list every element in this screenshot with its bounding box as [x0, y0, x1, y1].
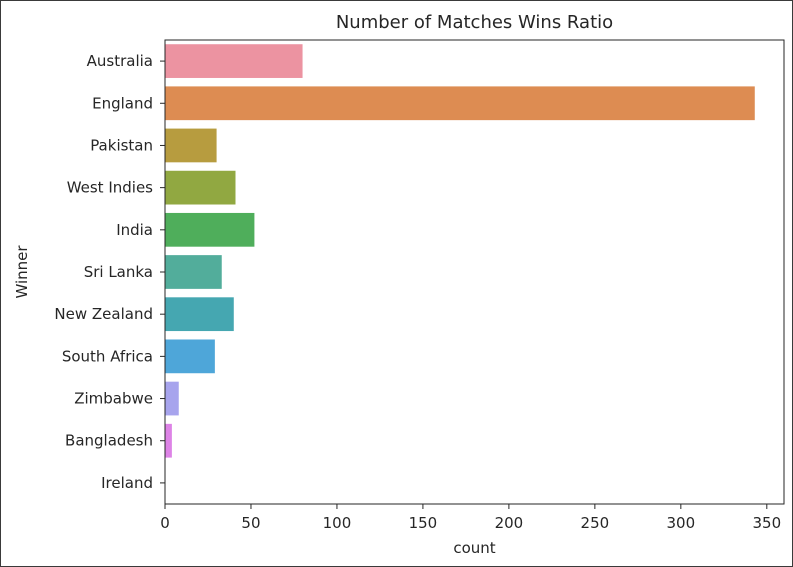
y-tick-label: Pakistan: [90, 136, 153, 154]
y-tick-label: Zimbabwe: [74, 390, 153, 408]
bar-india: [165, 212, 255, 247]
x-tick-label: 350: [752, 514, 781, 532]
bar-england: [165, 86, 755, 121]
y-tick-label: Sri Lanka: [84, 263, 153, 281]
y-axis-label: Winner: [13, 245, 31, 299]
x-tick-label: 200: [495, 514, 524, 532]
bar-zimbabwe: [165, 381, 179, 416]
x-tick-label: 100: [323, 514, 352, 532]
y-tick-label: Australia: [87, 52, 153, 70]
x-axis-label: count: [453, 539, 495, 557]
y-tick-label: South Africa: [62, 347, 153, 365]
y-tick-label: Bangladesh: [65, 432, 153, 450]
y-tick-label: England: [92, 94, 153, 112]
x-axis-ticks: 0 50 100 150 200 250 300 350: [160, 504, 781, 532]
x-tick-label: 0: [160, 514, 170, 532]
bar-south-africa: [165, 339, 215, 374]
y-tick-label: West Indies: [67, 179, 153, 197]
x-tick-label: 300: [667, 514, 696, 532]
y-axis-ticks: Australia England Pakistan West Indies India…: [54, 52, 165, 492]
bar-new-zealand: [165, 297, 234, 332]
x-tick-label: 150: [409, 514, 438, 532]
y-tick-label: New Zealand: [54, 305, 153, 323]
bar-west-indies: [165, 170, 236, 205]
y-tick-label: Ireland: [101, 474, 153, 492]
bar-pakistan: [165, 128, 217, 163]
bar-bangladesh: [165, 423, 172, 458]
chart-title: Number of Matches Wins Ratio: [336, 12, 613, 33]
bar-australia: [165, 44, 303, 78]
x-tick-label: 250: [581, 514, 610, 532]
x-tick-label: 50: [241, 514, 260, 532]
bar-sri-lanka: [165, 255, 222, 289]
plot-area-frame: [164, 39, 785, 505]
bars-layer: [165, 44, 755, 458]
y-tick-label: India: [116, 221, 153, 239]
